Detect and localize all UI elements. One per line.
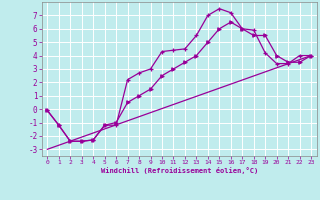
X-axis label: Windchill (Refroidissement éolien,°C): Windchill (Refroidissement éolien,°C) bbox=[100, 167, 258, 174]
